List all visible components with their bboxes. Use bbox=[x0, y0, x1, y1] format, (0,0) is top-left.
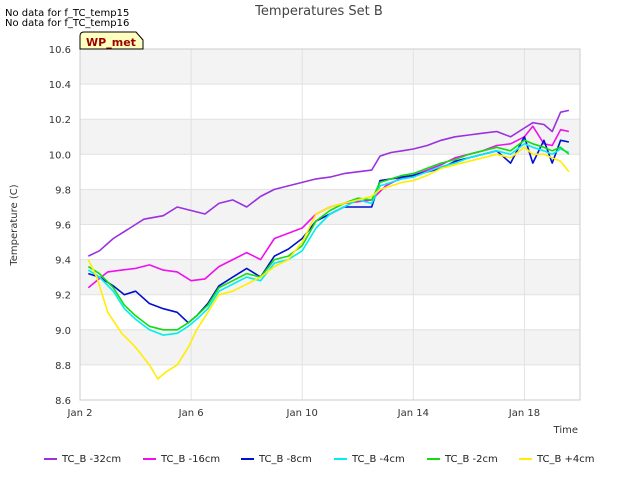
plot-band bbox=[80, 49, 580, 85]
plot-band bbox=[80, 329, 580, 365]
y-tick-label: 9.4 bbox=[55, 256, 71, 267]
legend-label: TC_B -8cm bbox=[259, 454, 312, 465]
legend-item: TC_B +4cm bbox=[519, 454, 595, 465]
legend-item: TC_B -4cm bbox=[334, 454, 405, 465]
legend-swatch bbox=[334, 458, 347, 460]
y-tick-label: 8.8 bbox=[55, 361, 71, 372]
legend-swatch bbox=[143, 458, 156, 460]
chart-legend: TC_B -32cm TC_B -16cm TC_B -8cm TC_B -4cm TC… bbox=[0, 453, 640, 473]
y-tick-label: 9.2 bbox=[55, 291, 71, 302]
y-tick-label: 9.8 bbox=[55, 185, 71, 196]
legend-swatch bbox=[44, 458, 57, 460]
legend-item: TC_B -32cm bbox=[44, 454, 121, 465]
series-lines bbox=[87, 109, 570, 380]
series-line-4 bbox=[87, 143, 570, 336]
legend-item: TC_B -8cm bbox=[241, 454, 312, 465]
plot-band bbox=[80, 294, 580, 330]
x-tick-label: Jan 6 bbox=[178, 408, 204, 419]
y-tick-label: 10.6 bbox=[49, 45, 71, 56]
legend-item: TC_B -16cm bbox=[143, 454, 220, 465]
x-axis-ticks: Jan 2 Jan 6 Jan 10 Jan 14 Jan 18 bbox=[67, 408, 541, 419]
chart-title: Temperatures Set B bbox=[254, 4, 383, 19]
legend-swatch bbox=[241, 458, 254, 460]
plot-band bbox=[80, 154, 580, 190]
x-tick-label: Jan 18 bbox=[508, 408, 540, 419]
x-tick-label: Jan 10 bbox=[286, 408, 318, 419]
legend-swatch bbox=[427, 458, 440, 460]
no-data-note-1: No data for f_TC_temp15 bbox=[5, 8, 130, 19]
legend-label: TC_B -2cm bbox=[445, 454, 498, 465]
y-tick-label: 9.0 bbox=[55, 326, 71, 337]
plot-band bbox=[80, 364, 580, 400]
legend-label: TC_B -4cm bbox=[352, 454, 405, 465]
legend-swatch bbox=[519, 458, 532, 460]
plot-band bbox=[80, 224, 580, 260]
y-tick-label: 9.6 bbox=[55, 221, 71, 232]
plot-band bbox=[80, 259, 580, 295]
y-axis-label: Temperature (C) bbox=[9, 184, 20, 266]
x-axis-label: Time bbox=[553, 425, 578, 436]
series-line-6 bbox=[87, 146, 570, 380]
plot-band bbox=[80, 84, 580, 120]
wp-met-badge: WP_met bbox=[79, 31, 144, 50]
y-axis-ticks: 8.6 8.8 9.0 9.2 9.4 9.6 9.8 10.0 10.2 10.4 10.6 bbox=[49, 45, 71, 407]
y-tick-label: 10.0 bbox=[49, 150, 71, 161]
legend-item: TC_B -2cm bbox=[427, 454, 498, 465]
series-line-5 bbox=[87, 139, 570, 331]
y-tick-label: 10.2 bbox=[49, 115, 71, 126]
plot-frame bbox=[79, 48, 581, 401]
wp-met-badge-label: WP_met bbox=[86, 36, 136, 49]
legend-label: TC_B -16cm bbox=[161, 454, 221, 465]
legend-label: TC_B +4cm bbox=[537, 454, 595, 465]
x-tick-label: Jan 14 bbox=[397, 408, 429, 419]
y-tick-label: 10.4 bbox=[49, 80, 71, 91]
plot-bands bbox=[80, 49, 580, 400]
no-data-note-2: No data for f_TC_temp16 bbox=[5, 18, 130, 29]
legend-label: TC_B -32cm bbox=[62, 454, 122, 465]
x-tick-label: Jan 2 bbox=[67, 408, 93, 419]
plot-band bbox=[80, 119, 580, 155]
y-tick-label: 8.6 bbox=[55, 396, 71, 407]
series-line-1 bbox=[87, 109, 570, 257]
